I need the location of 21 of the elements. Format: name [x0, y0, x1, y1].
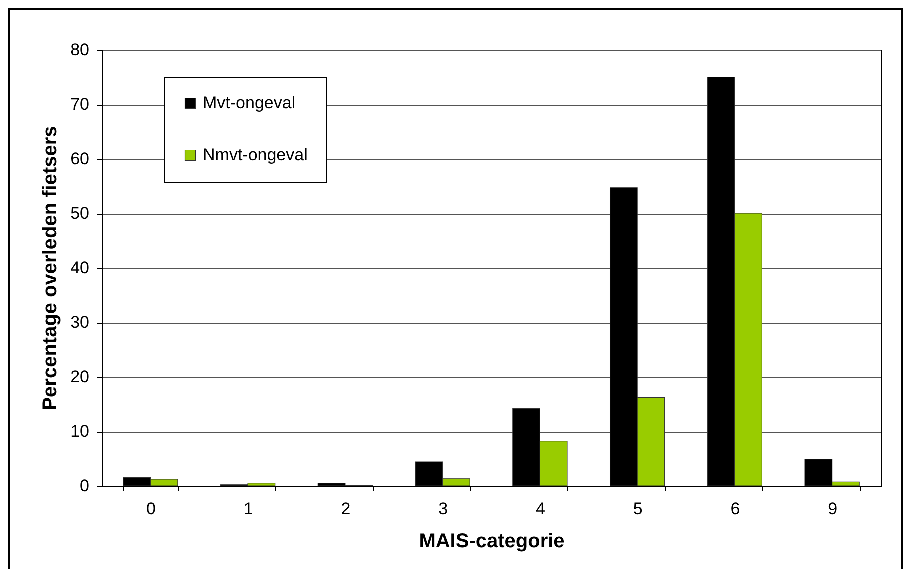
x-tick-label: 1	[244, 500, 254, 518]
legend-label: Nmvt-ongeval	[203, 146, 308, 164]
x-tick-label: 4	[536, 500, 546, 518]
y-tick-label: 30	[70, 313, 90, 332]
y-tick-label: 70	[70, 95, 90, 114]
legend-label: Mvt-ongeval	[203, 94, 296, 112]
y-tick-label: 20	[70, 368, 90, 386]
x-tick-label: 5	[633, 500, 643, 518]
x-tick-label: 2	[341, 500, 351, 518]
y-tick-label: 10	[70, 422, 90, 441]
y-tick-label: 50	[70, 204, 90, 223]
y-tick-label: 40	[70, 258, 90, 278]
y-tick-label: 80	[70, 40, 90, 60]
x-tick-label: 9	[828, 500, 838, 518]
x-tick-label: 0	[146, 500, 156, 518]
x-tick-label: 6	[730, 500, 740, 518]
y-axis-title: Percentage overleden fietsers	[40, 126, 62, 411]
x-tick-label: 3	[438, 500, 448, 518]
y-tick-label: 0	[80, 476, 90, 496]
x-axis-title: MAIS-categorie	[419, 530, 565, 552]
y-tick-label: 60	[70, 150, 90, 168]
